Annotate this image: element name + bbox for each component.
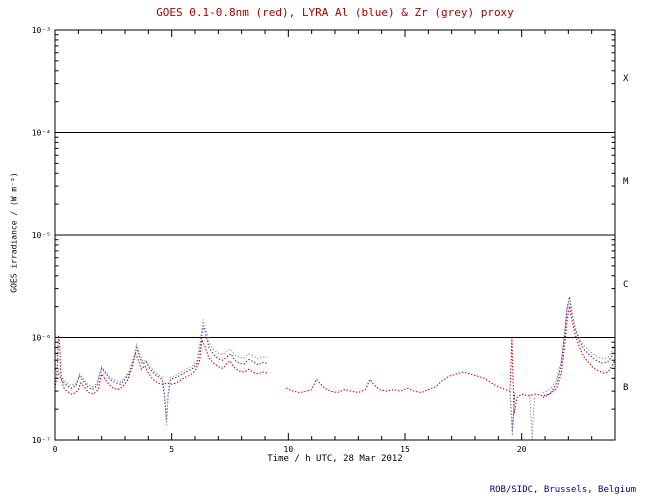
svg-text:10⁻⁵: 10⁻⁵ bbox=[32, 231, 51, 240]
svg-text:10⁻⁷: 10⁻⁷ bbox=[32, 436, 51, 445]
svg-text:20: 20 bbox=[517, 445, 527, 454]
flare-class-label-b: B bbox=[623, 383, 629, 393]
svg-text:5: 5 bbox=[169, 445, 174, 454]
x-axis-label: Time / h UTC, 28 Mar 2012 bbox=[267, 454, 403, 464]
svg-text:10⁻³: 10⁻³ bbox=[32, 26, 51, 35]
svg-text:15: 15 bbox=[400, 445, 410, 454]
svg-text:10: 10 bbox=[284, 445, 294, 454]
svg-text:10⁻⁴: 10⁻⁴ bbox=[32, 129, 51, 138]
flare-class-label-c: C bbox=[623, 280, 629, 290]
y-axis-label: GOES irradiance / (W m⁻²) bbox=[9, 172, 19, 293]
svg-text:0: 0 bbox=[53, 445, 58, 454]
flare-class-label-m: M bbox=[623, 177, 629, 187]
chart-title: GOES 0.1-0.8nm (red), LYRA Al (blue) & Z… bbox=[156, 6, 514, 19]
svg-text:10⁻⁶: 10⁻⁶ bbox=[32, 334, 51, 343]
credit-text: ROB/SIDC, Brussels, Belgium bbox=[489, 485, 636, 495]
flare-class-label-x: X bbox=[623, 74, 629, 84]
